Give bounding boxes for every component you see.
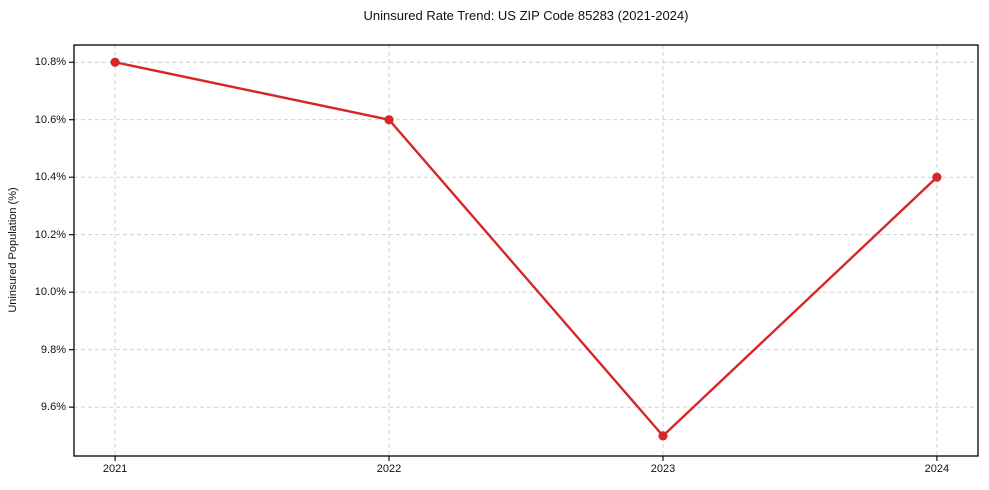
x-tick-label: 2024 bbox=[924, 463, 950, 475]
y-tick-label: 9.6% bbox=[40, 401, 66, 414]
plot-spines bbox=[73, 44, 979, 457]
y-tick-label: 10.6% bbox=[34, 113, 66, 126]
y-tick-label: 10.0% bbox=[34, 286, 66, 299]
x-tick-label: 2021 bbox=[102, 463, 128, 475]
y-tick-label: 10.8% bbox=[34, 56, 66, 69]
chart-title: Uninsured Rate Trend: US ZIP Code 85283 … bbox=[363, 8, 689, 23]
x-tick-label: 2022 bbox=[376, 463, 402, 475]
x-tick-label: 2023 bbox=[650, 463, 676, 475]
y-tick-label: 9.8% bbox=[40, 343, 66, 356]
y-tick-label: 10.4% bbox=[34, 171, 66, 184]
trend-line bbox=[113, 61, 939, 438]
data-point-2021 bbox=[110, 57, 120, 67]
data-point-2023 bbox=[658, 431, 668, 441]
data-point-2022 bbox=[384, 115, 394, 125]
y-tick-label: 10.2% bbox=[34, 228, 66, 241]
data-point-2024 bbox=[932, 172, 942, 182]
